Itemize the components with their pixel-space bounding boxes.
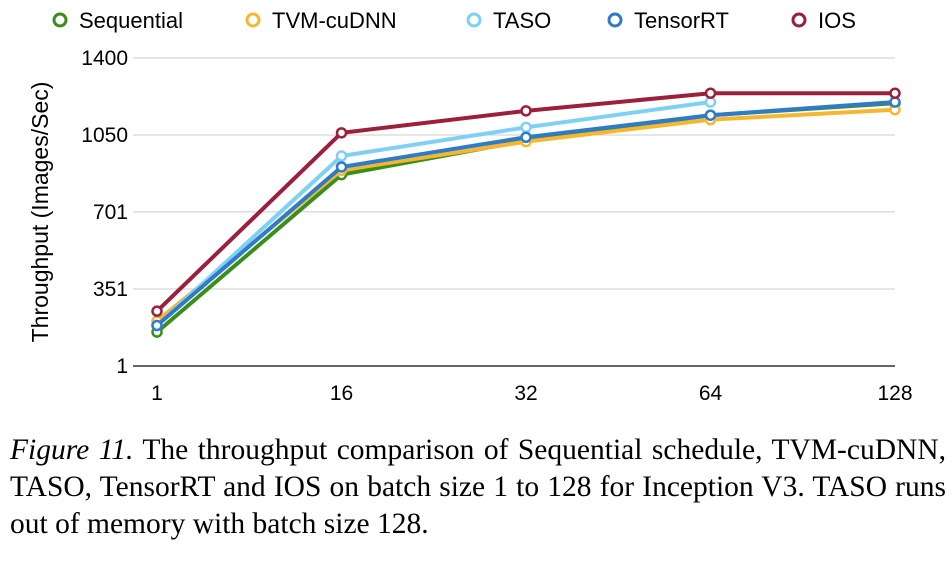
legend-label: IOS (818, 8, 856, 33)
legend-item: TensorRT (607, 8, 729, 33)
y-tick-label: 351 (93, 278, 128, 301)
x-tick-labels: 1 16 32 64 128 (151, 382, 912, 405)
data-point (520, 105, 532, 117)
throughput-line-chart: 1 351 701 1050 1400 1 16 32 64 128 Throughput (I… (27, 8, 913, 405)
data-point (335, 127, 348, 139)
legend-item: IOS (791, 8, 856, 33)
legend-marker (607, 12, 623, 28)
legend-item: Sequential (52, 8, 183, 33)
data-point (335, 161, 348, 173)
grid-lines (133, 57, 895, 367)
series-ios (151, 87, 901, 317)
legend-label: TASO (493, 8, 551, 33)
y-tick-label: 701 (93, 201, 128, 224)
x-tick-label: 128 (877, 382, 912, 405)
x-tick-label: 1 (151, 382, 163, 405)
data-point (520, 131, 532, 144)
series-lines (151, 87, 901, 338)
legend-item: TVM-cuDNN (245, 8, 397, 33)
series-line (155, 100, 711, 327)
legend-label: Sequential (79, 8, 183, 33)
series-taso (151, 96, 717, 332)
legend-marker (466, 12, 482, 28)
legend-marker (52, 12, 68, 28)
data-point (889, 87, 901, 99)
y-tick-label: 1400 (81, 47, 128, 70)
data-point (335, 150, 348, 162)
x-tick-label: 32 (514, 382, 537, 405)
legend: Sequential TVM-cuDNN TASO TensorRT IOS (52, 8, 856, 33)
y-tick-label: 1050 (81, 124, 128, 147)
legend-marker (791, 12, 807, 28)
data-point (151, 319, 163, 332)
y-tick-label: 1 (116, 355, 128, 378)
legend-item: TASO (466, 8, 551, 33)
figure-caption: Figure 11. The throughput comparison of … (10, 432, 946, 543)
y-tick-labels: 1 351 701 1050 1400 (81, 47, 128, 378)
caption-text: The throughput comparison of Sequential … (10, 434, 946, 540)
data-point (704, 109, 717, 121)
data-point (151, 305, 163, 317)
y-axis-label: Throughput (Images/Sec) (27, 82, 53, 343)
data-point (704, 87, 717, 99)
legend-label: TensorRT (634, 8, 729, 33)
legend-label: TVM-cuDNN (272, 8, 397, 33)
series-tensorrt (151, 96, 901, 332)
x-tick-label: 64 (699, 382, 723, 405)
legend-marker (245, 12, 261, 28)
x-tick-label: 16 (330, 382, 353, 405)
caption-label: Figure 11. (10, 434, 134, 466)
data-point (520, 121, 532, 134)
